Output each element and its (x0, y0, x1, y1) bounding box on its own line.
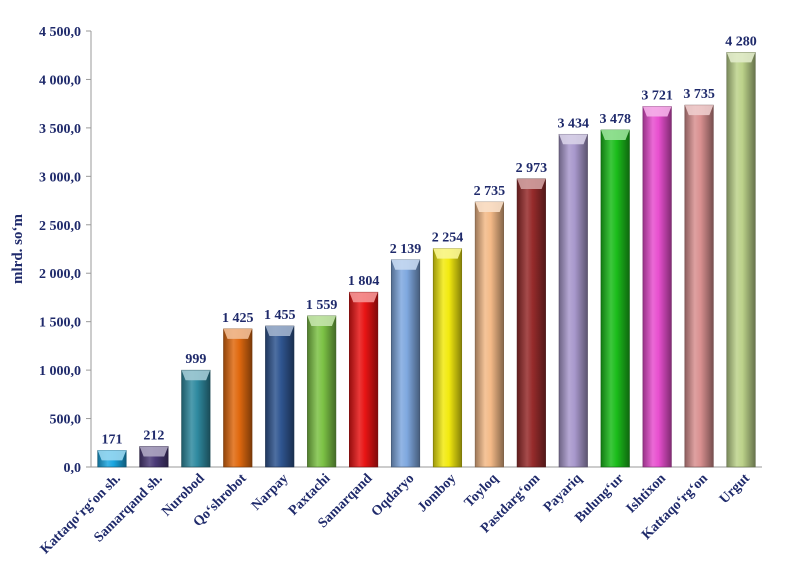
bar (181, 369, 211, 468)
bar-cap (475, 202, 504, 213)
y-tick-label: 4 500,0 (39, 25, 81, 40)
bar (474, 201, 504, 468)
bar (139, 446, 169, 468)
y-axis-title: mlrd. so‘m (10, 214, 26, 284)
y-ticks: 0,0 500,0 1 000,0 1 500,0 2 000,0 2 500,0 3 00… (39, 25, 91, 476)
category-label: Toyloq (462, 471, 502, 511)
value-label: 1 425 (222, 311, 254, 326)
bar-cap (559, 134, 588, 145)
y-tick-label: 1 000,0 (39, 364, 81, 379)
category-labels: Kattaqo‘rg‘on sh.Samarqand sh.NurobodQo‘… (38, 471, 753, 557)
category-label: Oqdaryo (369, 471, 418, 520)
bar-cap (265, 326, 294, 337)
bar (642, 106, 672, 468)
bar-cap (139, 446, 169, 457)
bar (265, 325, 295, 468)
bar-body (474, 201, 504, 468)
category-label: Narpay (249, 471, 292, 514)
value-label: 2 139 (390, 242, 422, 257)
value-label: 171 (101, 432, 122, 447)
bar-body (307, 315, 337, 468)
bar-body (516, 178, 546, 468)
bar (684, 104, 714, 468)
bar-cap (517, 178, 546, 189)
bar-cap (97, 450, 127, 461)
bar (516, 178, 546, 468)
bar (349, 291, 379, 468)
y-tick-label: 3 500,0 (39, 122, 81, 137)
bar-cap (642, 106, 672, 117)
bar-body (726, 52, 756, 468)
bar (97, 450, 127, 468)
value-label: 4 280 (725, 34, 757, 49)
value-label: 3 434 (558, 116, 590, 131)
value-label: 1 455 (264, 308, 296, 323)
bar-cap (600, 130, 630, 141)
bar-cap (433, 248, 462, 259)
bar-cap (181, 370, 211, 381)
bar-body (181, 369, 211, 468)
bar-body (265, 325, 295, 468)
bar (307, 315, 337, 468)
y-tick-label: 0,0 (64, 461, 82, 476)
bar-cap (223, 328, 253, 339)
bar-body (349, 291, 379, 468)
bars (97, 52, 756, 468)
value-labels: 171 212 999 1 425 1 455 1 559 1 804 2 139 2 254 2… (101, 34, 756, 447)
bar-cap (391, 259, 420, 270)
value-label: 2 735 (474, 184, 506, 199)
bar-cap (349, 292, 378, 303)
category-label: Jomboy (415, 471, 459, 515)
bar (223, 328, 253, 468)
bar-body (390, 259, 421, 468)
bar (432, 248, 463, 468)
value-label: 1 559 (306, 298, 338, 313)
value-label: 999 (185, 352, 206, 367)
value-label: 2 973 (516, 161, 548, 176)
value-label: 1 804 (348, 274, 380, 289)
bar-body (600, 129, 630, 468)
value-label: 2 254 (432, 231, 464, 246)
value-label: 3 478 (599, 112, 631, 127)
bar (558, 133, 588, 468)
y-tick-label: 3 000,0 (39, 170, 81, 185)
y-tick-label: 1 500,0 (39, 316, 81, 331)
y-tick-label: 2 500,0 (39, 219, 81, 234)
bar-body (642, 106, 672, 468)
bar (600, 129, 630, 468)
y-tick-label: 2 000,0 (39, 267, 81, 282)
bar (390, 259, 421, 468)
bar-body (223, 328, 253, 468)
value-label: 3 721 (641, 88, 673, 103)
value-label: 3 735 (683, 87, 715, 102)
bar-cap (684, 105, 714, 116)
bar-body (432, 248, 463, 468)
category-label: Urgut (717, 471, 753, 507)
bar-body (684, 104, 714, 468)
bar-cap (726, 52, 756, 63)
bar (726, 52, 756, 468)
y-tick-label: 500,0 (50, 413, 82, 428)
bar-cap (307, 315, 336, 326)
bar-body (558, 133, 588, 468)
y-tick-label: 4 000,0 (39, 73, 81, 88)
value-label: 212 (143, 428, 164, 443)
